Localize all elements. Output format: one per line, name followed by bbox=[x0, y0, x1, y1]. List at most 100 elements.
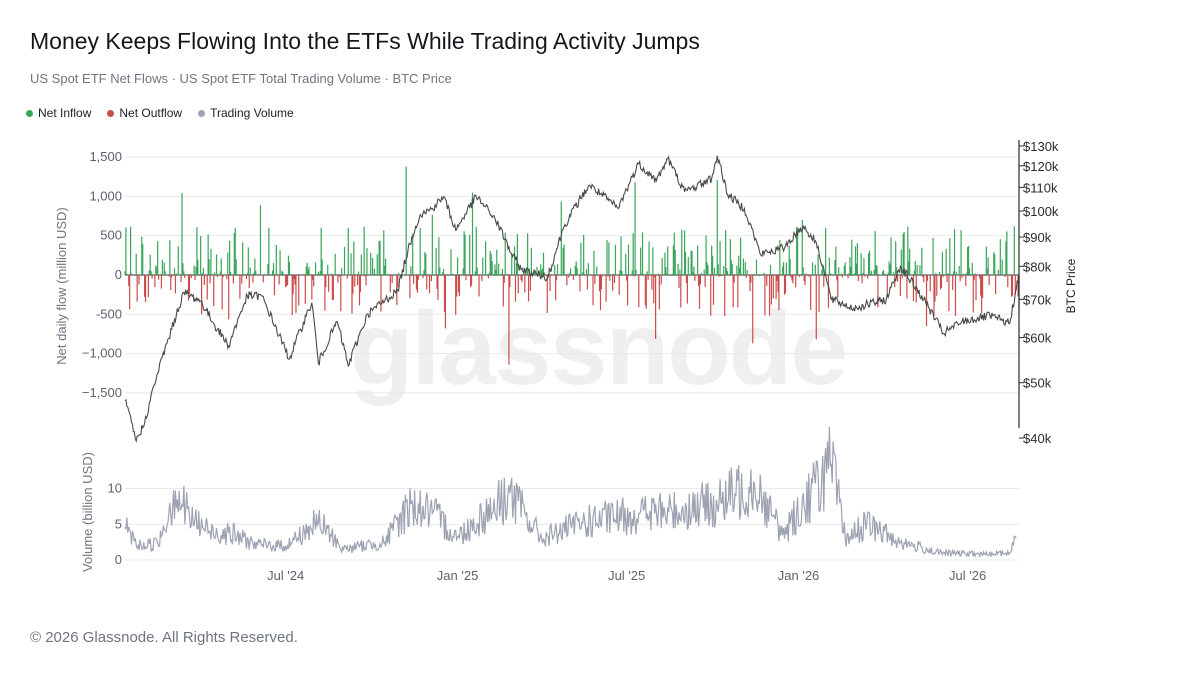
inflow-bar bbox=[410, 266, 412, 275]
inflow-bar bbox=[968, 268, 971, 275]
outflow-bar bbox=[144, 275, 146, 297]
inflow-bar bbox=[673, 232, 675, 275]
outflow-bar bbox=[468, 275, 470, 277]
outflow-bar bbox=[601, 275, 603, 277]
outflow-bar bbox=[572, 275, 575, 280]
inflow-bar bbox=[693, 266, 695, 275]
outflow-bar bbox=[710, 275, 712, 316]
outflow-bar bbox=[457, 275, 460, 293]
outflow-bar bbox=[886, 275, 888, 298]
outflow-bar bbox=[600, 275, 603, 289]
inflow-bar bbox=[838, 267, 840, 275]
inflow-bar bbox=[870, 270, 873, 275]
inflow-bar bbox=[796, 226, 798, 275]
outflow-bar bbox=[783, 275, 786, 295]
inflow-bar bbox=[789, 259, 791, 275]
inflow-bar bbox=[683, 230, 686, 275]
inflow-bar bbox=[992, 274, 994, 275]
outflow-bar bbox=[599, 275, 602, 311]
inflow-bar bbox=[868, 250, 871, 275]
inflow-bar bbox=[522, 273, 524, 275]
outflow-bar bbox=[784, 275, 787, 294]
outflow-bar bbox=[792, 275, 794, 284]
legend-item-net-outflow[interactable]: Net Outflow bbox=[107, 106, 182, 120]
outflow-bar bbox=[980, 275, 982, 296]
inflow-bar bbox=[580, 242, 582, 275]
inflow-bar bbox=[530, 247, 532, 275]
outflow-bar bbox=[147, 275, 149, 298]
inflow-bar bbox=[471, 192, 474, 275]
inflow-bar bbox=[319, 270, 321, 275]
outflow-bar bbox=[959, 275, 961, 282]
inflow-bar bbox=[220, 258, 222, 275]
inflow-bar bbox=[161, 259, 163, 275]
inflow-bar bbox=[863, 258, 865, 275]
inflow-bar bbox=[247, 247, 249, 275]
outflow-bar bbox=[633, 275, 635, 277]
trading-volume-line bbox=[124, 426, 1017, 559]
inflow-bar bbox=[210, 248, 212, 275]
inflow-bar bbox=[779, 239, 781, 275]
inflow-bar bbox=[363, 226, 365, 275]
legend-item-net-inflow[interactable]: Net Inflow bbox=[26, 106, 91, 120]
outflow-bar bbox=[605, 275, 607, 302]
outflow-bar bbox=[933, 275, 935, 317]
outflow-bar bbox=[478, 275, 480, 297]
btc-price-tick-label: $50k bbox=[1023, 376, 1052, 391]
inflow-bar bbox=[376, 254, 378, 275]
inflow-bar bbox=[585, 269, 588, 275]
inflow-bar bbox=[507, 273, 509, 275]
inflow-bar bbox=[234, 228, 236, 275]
inflow-bar bbox=[491, 261, 493, 275]
inflow-bar bbox=[907, 226, 909, 275]
outflow-bar bbox=[313, 275, 315, 287]
outflow-bar bbox=[248, 275, 250, 289]
inflow-bar bbox=[914, 261, 916, 275]
outflow-bar bbox=[364, 275, 366, 277]
inflow-bar bbox=[830, 273, 832, 275]
outflow-bar bbox=[171, 275, 173, 278]
btc-price-layer bbox=[124, 155, 1020, 444]
outflow-bar bbox=[694, 275, 696, 281]
outflow-bar bbox=[311, 275, 313, 300]
legend-item-trading-volume[interactable]: Trading Volume bbox=[198, 106, 294, 120]
inflow-bar bbox=[246, 272, 248, 275]
inflow-bar bbox=[155, 265, 157, 275]
outflow-bar bbox=[579, 275, 581, 292]
inflow-bar bbox=[873, 269, 875, 275]
outflow-bar bbox=[413, 275, 415, 284]
inflow-bar bbox=[666, 273, 668, 275]
outflow-bar bbox=[443, 275, 446, 312]
outflow-bar bbox=[857, 275, 859, 282]
inflow-bar bbox=[849, 257, 851, 275]
inflow-bar bbox=[730, 259, 732, 275]
inflow-bar bbox=[149, 254, 151, 275]
outflow-bar bbox=[194, 275, 196, 280]
outflow-bar bbox=[654, 275, 656, 278]
outflow-bar bbox=[733, 275, 735, 283]
inflow-bar bbox=[398, 272, 400, 275]
outflow-bar bbox=[647, 275, 649, 280]
outflow-bar bbox=[712, 275, 715, 305]
inflow-bar bbox=[350, 253, 352, 275]
inflow-bar bbox=[515, 263, 518, 275]
inflow-bar bbox=[476, 267, 478, 275]
outflow-bar bbox=[509, 275, 511, 287]
outflow-bar bbox=[929, 275, 931, 292]
inflow-bar bbox=[797, 227, 799, 275]
outflow-bar bbox=[771, 275, 773, 276]
chart-title: Money Keeps Flowing Into the ETFs While … bbox=[30, 28, 700, 54]
inflow-bar bbox=[664, 252, 666, 275]
outflow-bar bbox=[925, 275, 928, 327]
inflow-bar bbox=[932, 237, 934, 275]
inflow-bar bbox=[825, 228, 827, 275]
inflow-bar bbox=[435, 247, 437, 275]
outflow-bar bbox=[653, 275, 655, 304]
inflow-bar bbox=[739, 267, 741, 275]
outflow-bar bbox=[158, 275, 160, 280]
inflow-bar bbox=[543, 272, 546, 275]
outflow-bar bbox=[766, 275, 768, 286]
inflow-bar bbox=[769, 264, 772, 275]
inflow-bar bbox=[201, 272, 204, 275]
inflow-bar bbox=[755, 259, 758, 275]
